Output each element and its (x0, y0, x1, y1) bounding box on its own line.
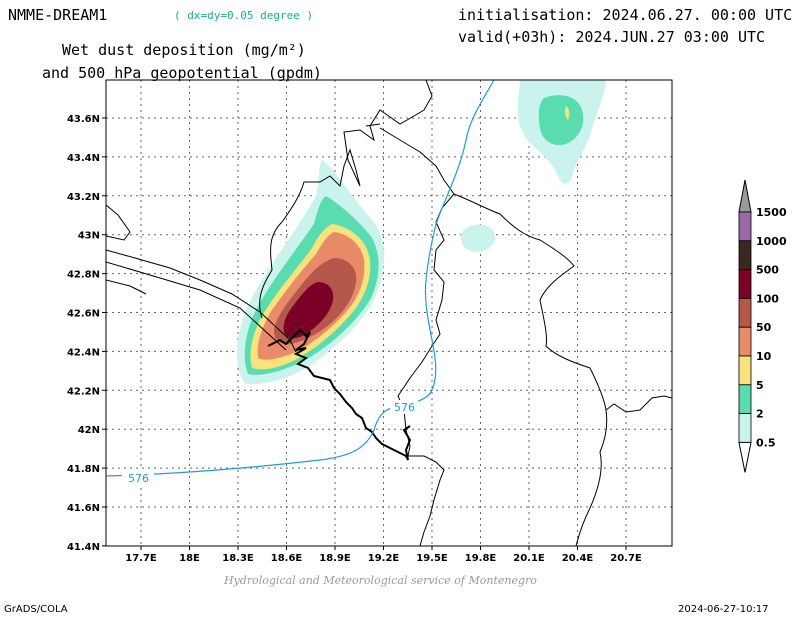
y-tick-label: 42.4N (67, 347, 100, 358)
y-tick-label: 43.6N (67, 114, 100, 125)
y-tick-label: 41.8N (67, 464, 100, 475)
legend-swatch (738, 211, 752, 242)
model-name: NMME-DREAM1 (8, 6, 108, 24)
dust-field (237, 80, 606, 385)
y-tick-label: 41.6N (67, 503, 100, 514)
x-tick-label: 20.7E (610, 553, 642, 564)
contour-label-bg (122, 470, 154, 484)
legend-label: 10 (756, 350, 772, 363)
contour-label-left: 576 (128, 472, 149, 485)
legend-label: 0.5 (756, 436, 776, 449)
graticule (106, 80, 672, 546)
legend-label: 100 (756, 292, 779, 305)
legend-label: 5 (756, 379, 764, 392)
legend-swatch (738, 413, 752, 443)
legend-swatch (738, 240, 752, 271)
y-tick-label: 43.4N (67, 153, 100, 164)
legend-arrow-top (738, 179, 752, 213)
legend-label: 2 (756, 408, 764, 421)
color-legend: 1500 1000 500 100 50 10 5 2 0.5 (738, 179, 787, 473)
legend-swatch (738, 269, 752, 299)
legend-arrow-bottom (738, 441, 752, 473)
resolution-note: ( dx=dy=0.05 degree ) (174, 9, 314, 22)
render-timestamp: 2024-06-27-10:17 (678, 604, 769, 615)
contour-label-bg (390, 400, 418, 414)
y-tick-label: 42.2N (67, 386, 100, 397)
legend-label: 50 (756, 321, 772, 334)
x-tick-label: 18.3E (222, 553, 254, 564)
legend-label: 500 (756, 264, 779, 277)
x-tick-label: 18E (179, 553, 200, 564)
credit-text: Hydrological and Meteorological service … (224, 574, 537, 587)
y-tick-label: 43.2N (67, 192, 100, 203)
coastline (267, 328, 412, 461)
x-tick-label: 18.9E (319, 553, 351, 564)
x-tick-label: 19.2E (368, 553, 400, 564)
y-tick-label: 41.4N (67, 542, 100, 553)
initialisation-time: initialisation: 2024.06.27. 00:00 UTC (458, 6, 793, 24)
y-tick-label: 42.6N (67, 309, 100, 320)
valid-time: valid(+03h): 2024.JUN.27 03:00 UTC (458, 28, 766, 46)
x-tick-label: 19.8E (465, 553, 497, 564)
borders (106, 80, 672, 546)
legend-swatch (738, 297, 752, 328)
legend-swatch (738, 355, 752, 386)
legend-swatch (738, 326, 752, 357)
software-label: GrADS/COLA (4, 604, 68, 615)
geopotential-contour (106, 80, 495, 477)
map-title-line2: and 500 hPa geopotential (gpdm) (42, 64, 322, 82)
map-title-line1: Wet dust deposition (mg/m²) (62, 41, 306, 59)
x-tick-label: 20.1E (513, 553, 545, 564)
y-tick-label: 42.8N (67, 270, 100, 281)
y-tick-label: 42N (78, 425, 100, 436)
dust-plume-main (237, 160, 385, 385)
dust-patch-northeast (460, 80, 606, 252)
y-tick-label: 43N (78, 231, 100, 242)
legend-label: 1000 (756, 235, 787, 248)
x-axis-ticks: 17.7E 18E 18.3E 18.6E 18.9E 19.2E 19.5E 19.8E 20… (125, 546, 642, 564)
contour-label-right: 576 (394, 401, 415, 414)
x-tick-label: 18.6E (271, 553, 303, 564)
x-tick-label: 20.4E (562, 553, 594, 564)
x-tick-label: 17.7E (125, 553, 157, 564)
legend-label: 1500 (756, 206, 787, 219)
legend-swatch (738, 384, 752, 414)
x-tick-label: 19.5E (416, 553, 448, 564)
y-axis-ticks: 43.6N 43.4N 43.2N 43N 42.8N 42.6N 42.4N 42.2N 42… (67, 114, 106, 553)
